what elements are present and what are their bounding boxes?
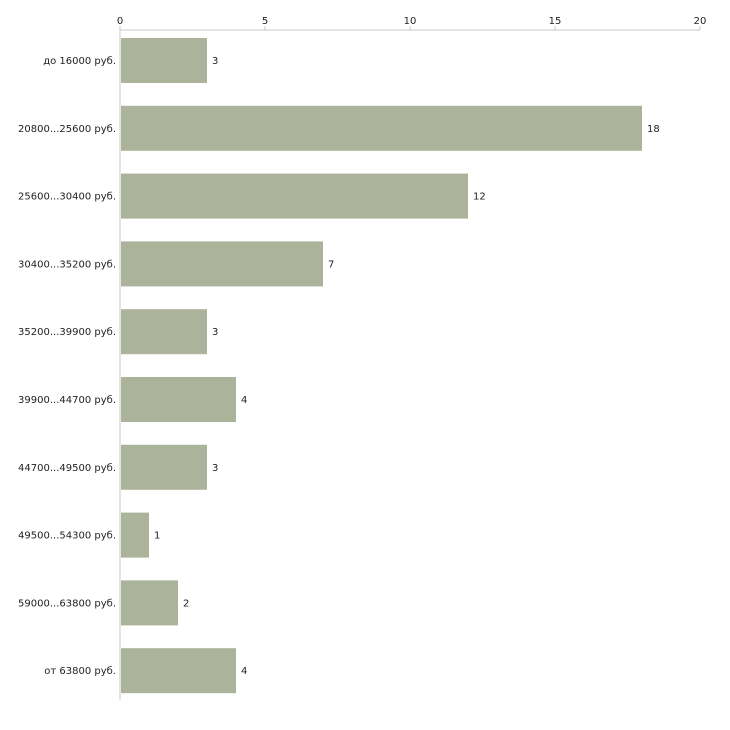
category-labels: до 16000 руб. 20800...25600 руб. 25600...3… — [18, 56, 116, 677]
x-axis: 0 5 10 15 20 — [117, 16, 707, 31]
value-label: 12 — [473, 192, 486, 203]
value-label: 4 — [241, 666, 247, 677]
value-label: 1 — [154, 531, 160, 542]
x-tick-label: 20 — [694, 16, 707, 27]
value-label: 3 — [212, 56, 218, 67]
category-label: от 63800 руб. — [44, 666, 116, 677]
bar — [121, 512, 149, 558]
bar — [121, 309, 207, 355]
value-label: 18 — [647, 124, 660, 135]
bar — [121, 580, 178, 626]
category-label: до 16000 руб. — [43, 56, 116, 67]
bar — [121, 648, 236, 694]
category-label: 25600...30400 руб. — [18, 192, 116, 203]
x-tick-label: 15 — [549, 16, 562, 27]
value-label: 3 — [212, 327, 218, 338]
value-label: 7 — [328, 259, 334, 270]
category-label: 30400...35200 руб. — [18, 259, 116, 270]
value-label: 4 — [241, 395, 247, 406]
bar — [121, 241, 323, 287]
category-label: 35200...39900 руб. — [18, 327, 116, 338]
category-label: 20800...25600 руб. — [18, 124, 116, 135]
category-label: 59000...63800 руб. — [18, 598, 116, 609]
bar — [121, 38, 207, 83]
category-label: 39900...44700 руб. — [18, 395, 116, 406]
bars — [121, 38, 642, 694]
x-tick-label: 5 — [262, 16, 268, 27]
value-label: 2 — [183, 598, 189, 609]
x-tick-label: 10 — [404, 16, 417, 27]
bar — [121, 105, 642, 151]
bar — [121, 444, 207, 490]
x-tick-label: 0 — [117, 16, 123, 27]
value-label: 3 — [212, 463, 218, 474]
bar — [121, 173, 468, 219]
bar — [121, 377, 236, 422]
category-label: 44700...49500 руб. — [18, 463, 116, 474]
category-label: 49500...54300 руб. — [18, 531, 116, 542]
